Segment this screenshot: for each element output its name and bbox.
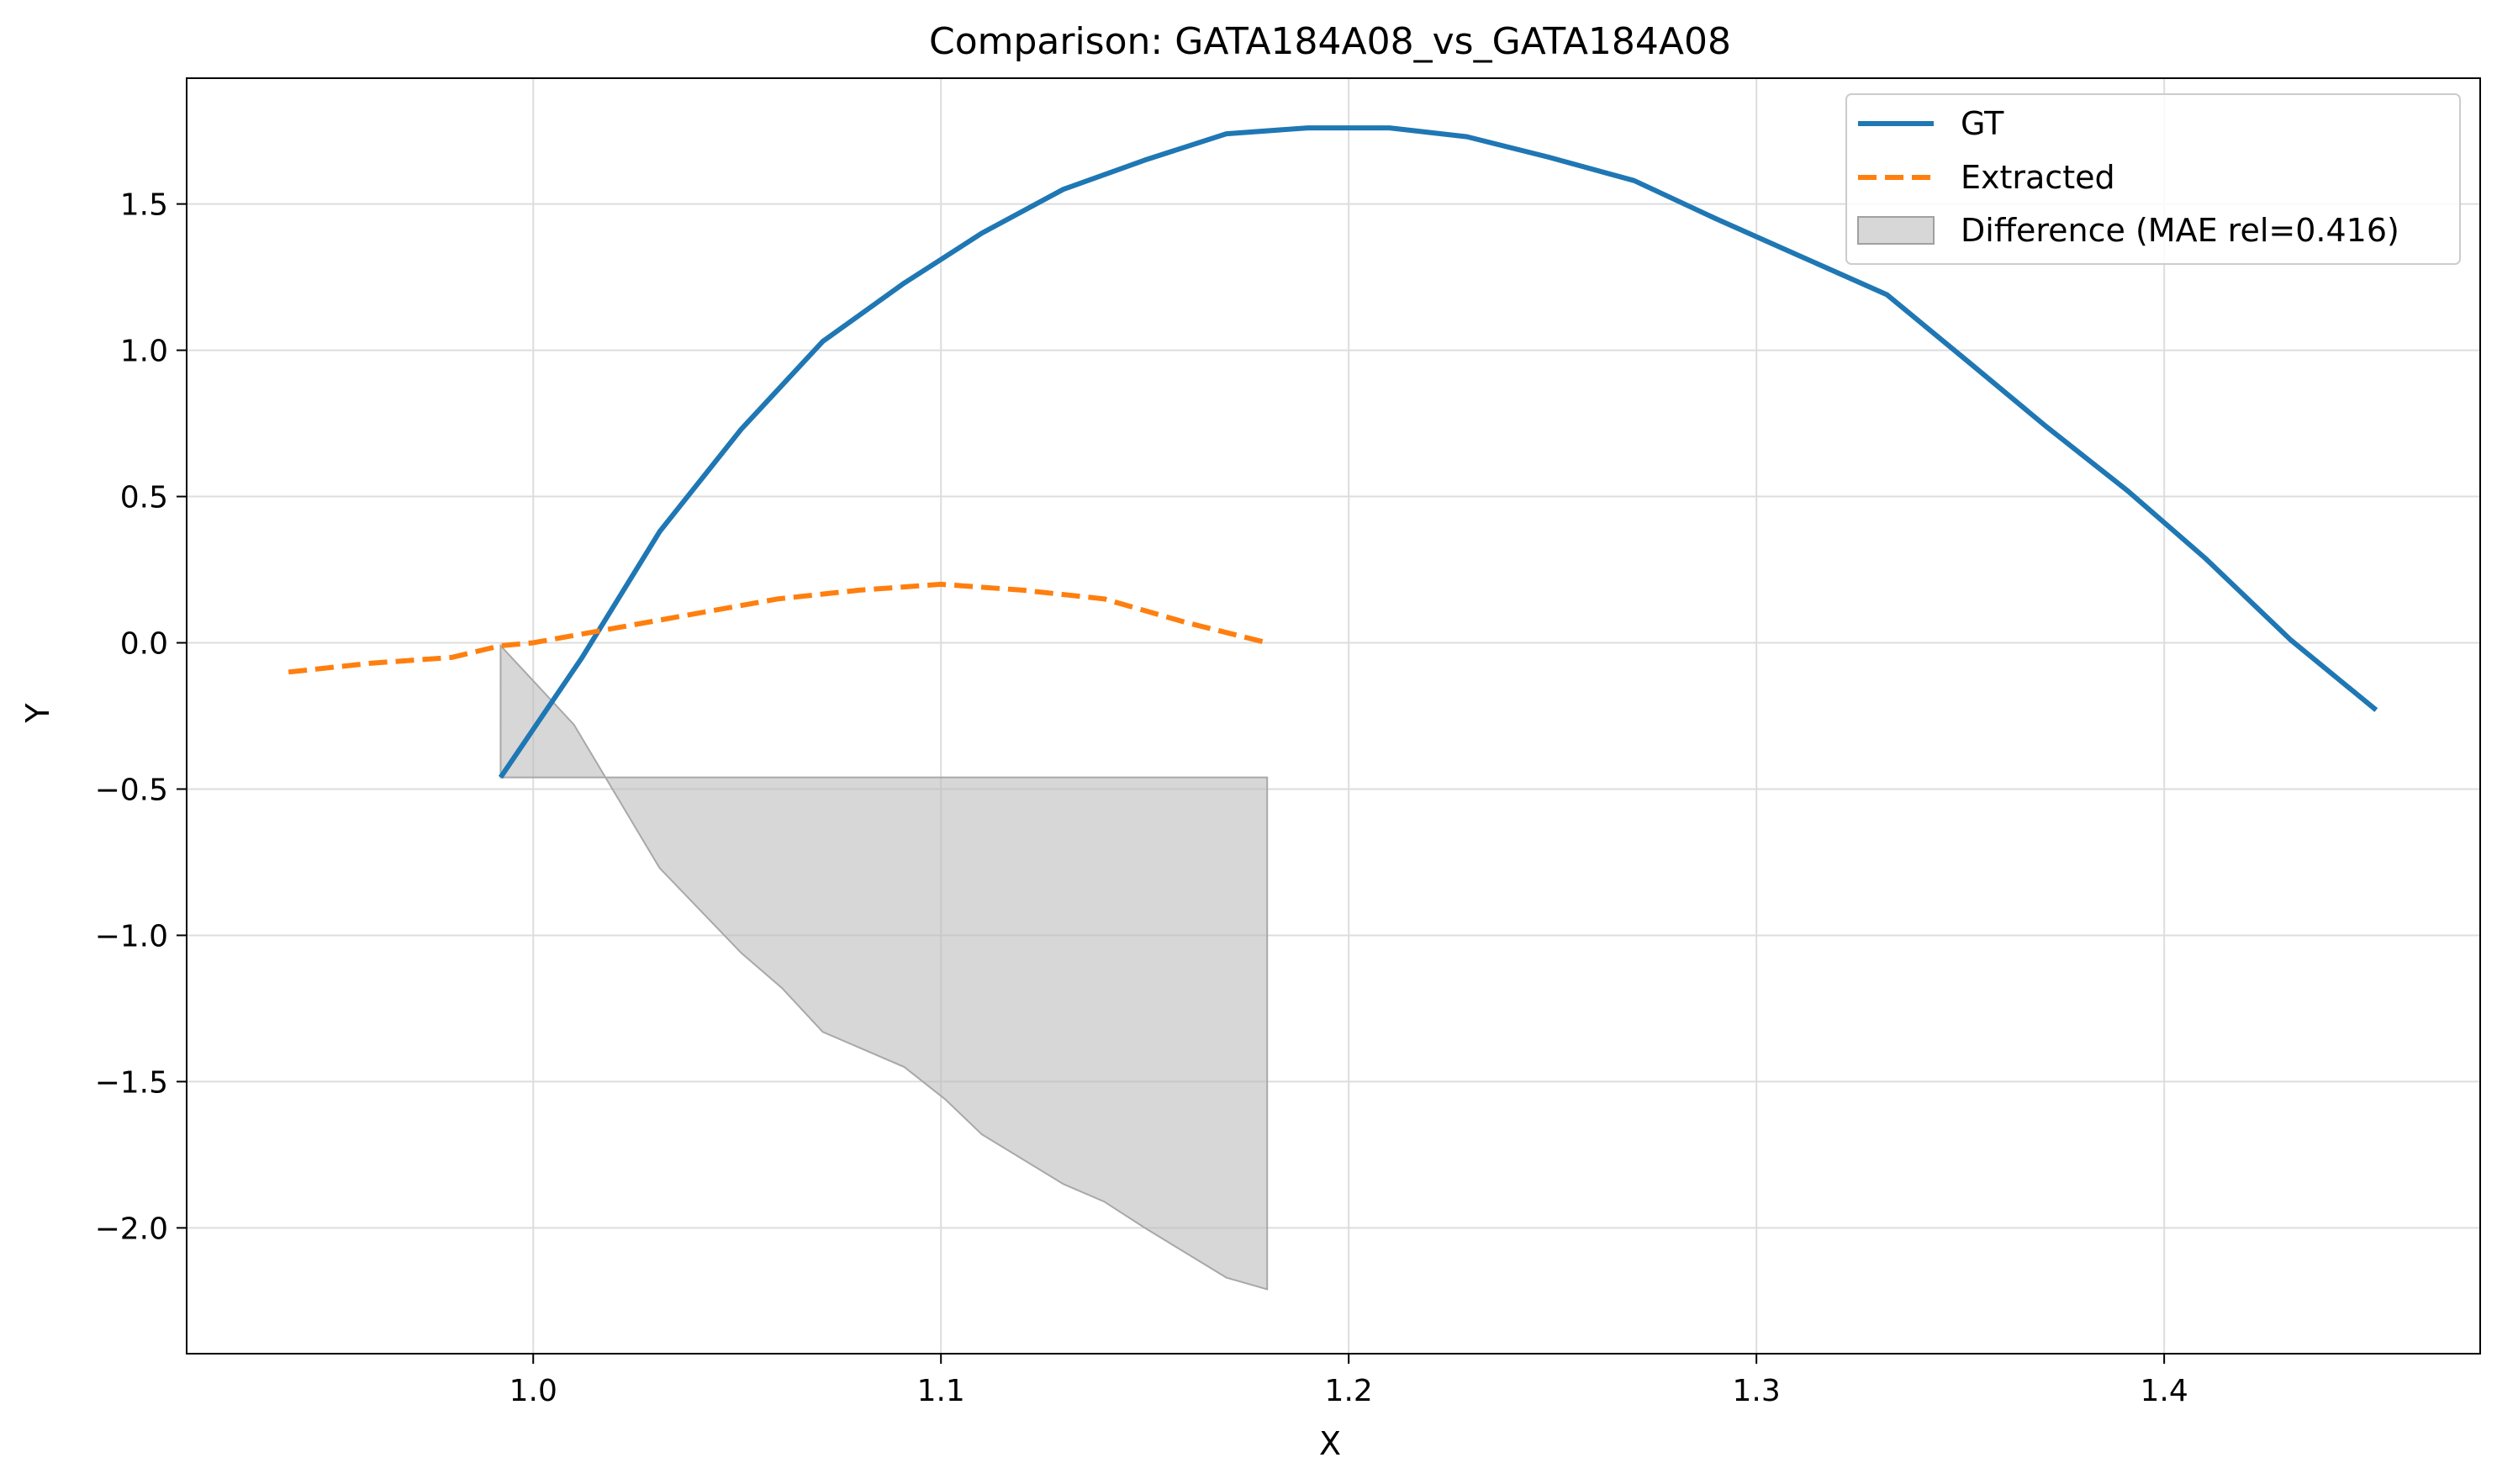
legend-label-gt: GT <box>1961 105 2004 142</box>
series-line-extracted <box>288 581 1268 675</box>
difference-fill-layer <box>499 643 1269 1291</box>
y-tick-label: −1.5 <box>95 1065 168 1100</box>
plot-frame <box>186 77 2481 1355</box>
series-layer <box>288 125 2378 779</box>
y-tick-label: −2.0 <box>95 1212 168 1246</box>
legend-label-difference: Difference (MAE rel=0.416) <box>1961 212 2399 249</box>
chart-title: Comparison: GATA184A08_vs_GATA184A08 <box>929 20 1731 63</box>
y-tick-label: −0.5 <box>95 773 168 807</box>
y-axis-ticks: 1.5 1.0 0.5 0.0 −0.5 −1.0 −1.5 −2.0 <box>95 188 187 1246</box>
x-tick-label: 1.0 <box>509 1374 557 1408</box>
y-tick-label: −1.0 <box>95 919 168 953</box>
x-tick-label: 1.4 <box>2141 1374 2188 1408</box>
x-tick-label: 1.1 <box>917 1374 965 1408</box>
difference-area <box>499 643 1269 1291</box>
x-axis-label: X <box>1319 1425 1341 1462</box>
y-axis-label: Y <box>19 703 56 724</box>
x-tick-label: 1.3 <box>1733 1374 1781 1408</box>
legend-swatch-difference <box>1857 216 1935 245</box>
legend-label-extracted: Extracted <box>1961 159 2115 196</box>
x-axis-ticks: 1.0 1.1 1.2 1.3 1.4 <box>509 1354 2188 1408</box>
legend-box <box>1845 93 2461 265</box>
grid <box>187 78 2480 1354</box>
y-tick-label: 0.5 <box>120 481 168 515</box>
x-tick-label: 1.2 <box>1325 1374 1373 1408</box>
legend: GT Extracted Difference (MAE rel=0.416) <box>1845 93 2461 265</box>
y-tick-label: 1.0 <box>120 335 168 369</box>
y-tick-label: 1.5 <box>120 188 168 223</box>
y-tick-label: 0.0 <box>120 627 168 662</box>
series-line-gt <box>498 125 2378 779</box>
